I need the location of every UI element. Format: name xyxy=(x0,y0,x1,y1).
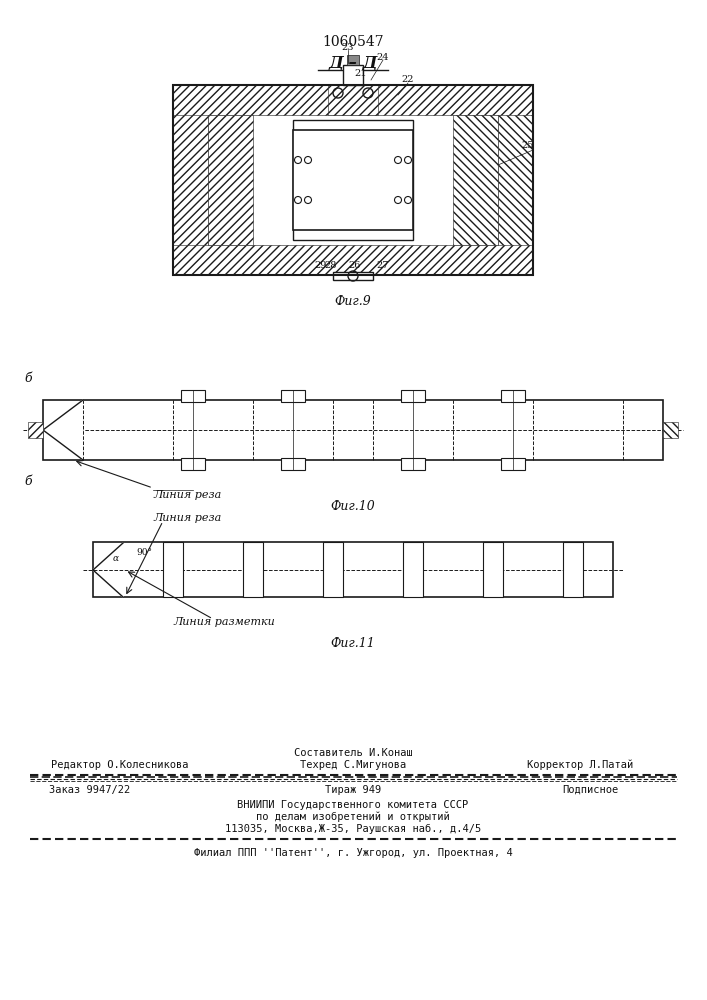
Bar xyxy=(323,542,343,597)
Text: 24: 24 xyxy=(377,52,390,62)
Bar xyxy=(173,245,533,275)
Text: 21: 21 xyxy=(355,68,367,78)
Bar xyxy=(43,400,663,460)
Text: Д – Д: Д – Д xyxy=(328,55,378,72)
Text: Фиг.11: Фиг.11 xyxy=(331,637,375,650)
Bar xyxy=(163,542,183,597)
Text: Редактор О.Колесникова: Редактор О.Колесникова xyxy=(51,760,189,770)
Polygon shape xyxy=(43,400,83,460)
Text: 23: 23 xyxy=(341,42,354,51)
Text: Заказ 9947/22: Заказ 9947/22 xyxy=(49,785,131,795)
Bar xyxy=(173,85,208,275)
Bar xyxy=(501,390,525,402)
Bar xyxy=(28,422,43,438)
Bar xyxy=(498,85,533,275)
Text: ВНИИПИ Государственного комитета СССР: ВНИИПИ Государственного комитета СССР xyxy=(238,800,469,810)
Text: Техред С.Мигунова: Техред С.Мигунова xyxy=(300,760,406,770)
Text: α: α xyxy=(113,554,119,563)
Bar xyxy=(93,542,613,597)
Bar xyxy=(281,458,305,470)
Text: 27: 27 xyxy=(377,260,390,269)
Bar xyxy=(243,542,263,597)
Bar xyxy=(501,458,525,470)
Bar xyxy=(343,65,363,85)
Text: б: б xyxy=(24,475,32,488)
Bar xyxy=(333,272,373,280)
Text: 90°: 90° xyxy=(136,548,152,557)
Text: Тираж 949: Тираж 949 xyxy=(325,785,381,795)
Text: по делам изобретений и открытий: по делам изобретений и открытий xyxy=(256,812,450,822)
Bar xyxy=(483,542,503,597)
Text: Линия реза: Линия реза xyxy=(153,513,221,523)
Text: Корректор Л.Патай: Корректор Л.Патай xyxy=(527,760,633,770)
Bar xyxy=(663,422,678,438)
Text: 26: 26 xyxy=(349,260,361,269)
Text: Фиг.10: Фиг.10 xyxy=(331,500,375,513)
Bar xyxy=(328,85,378,115)
Text: Линия разметки: Линия разметки xyxy=(173,617,275,627)
Bar xyxy=(347,55,359,65)
Bar xyxy=(563,542,583,597)
Text: Линия реза: Линия реза xyxy=(153,490,221,500)
Text: 113035, Москва,Ж-35, Раушская наб., д.4/5: 113035, Москва,Ж-35, Раушская наб., д.4/… xyxy=(225,824,481,834)
Text: Филиал ППП ''Патент'', г. Ужгород, ул. Проектная, 4: Филиал ППП ''Патент'', г. Ужгород, ул. П… xyxy=(194,848,513,858)
Bar xyxy=(401,458,425,470)
Bar xyxy=(181,458,205,470)
Bar xyxy=(401,390,425,402)
Text: Подписное: Подписное xyxy=(562,785,618,795)
Polygon shape xyxy=(93,543,123,597)
Text: 28: 28 xyxy=(325,260,337,269)
Text: 1060547: 1060547 xyxy=(322,35,384,49)
Bar xyxy=(293,130,413,230)
Text: 25: 25 xyxy=(522,140,534,149)
Bar xyxy=(208,115,253,245)
Text: 29: 29 xyxy=(315,260,327,269)
Bar xyxy=(173,85,533,115)
Bar xyxy=(403,542,423,597)
Bar xyxy=(293,120,413,240)
Text: Фиг.9: Фиг.9 xyxy=(334,295,371,308)
Bar xyxy=(173,85,533,275)
Bar xyxy=(181,390,205,402)
Bar xyxy=(281,390,305,402)
Bar xyxy=(453,115,498,245)
Text: 22: 22 xyxy=(402,76,414,85)
Text: Составитель И.Конаш: Составитель И.Конаш xyxy=(293,748,412,758)
Text: б: б xyxy=(24,372,32,385)
